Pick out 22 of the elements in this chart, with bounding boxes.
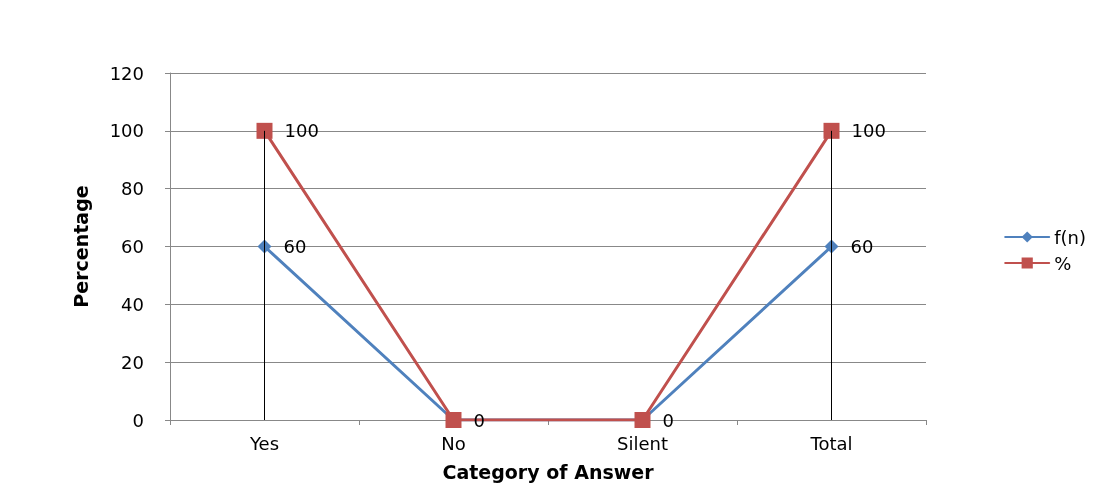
point <box>823 122 840 139</box>
y-tick-label: 80 <box>121 178 144 200</box>
y-tick-label: 100 <box>109 120 144 142</box>
y-tick-label: 0 <box>132 409 144 431</box>
y-tick-label: 40 <box>121 293 144 315</box>
data-label: 0 <box>662 409 674 431</box>
data-label: 100 <box>851 120 886 142</box>
x-axis-title: Category of Answer <box>442 460 655 483</box>
data-label: 60 <box>850 236 874 257</box>
data-label: 100 <box>284 120 319 142</box>
x-tick-label: Total <box>809 432 853 454</box>
legend-label: % <box>1054 252 1072 274</box>
legend-label: f(n) <box>1054 226 1087 248</box>
x-tick-label: Silent <box>617 432 668 454</box>
y-tick-label: 120 <box>109 62 144 84</box>
data-label: 60 <box>283 236 307 257</box>
y-tick-label: 20 <box>121 351 144 373</box>
x-tick-label: No <box>441 432 466 454</box>
y-tick-label: 60 <box>121 236 144 257</box>
y-axis-title: Percentage <box>69 185 92 308</box>
x-tick-label: Yes <box>248 432 280 454</box>
point <box>256 122 273 139</box>
